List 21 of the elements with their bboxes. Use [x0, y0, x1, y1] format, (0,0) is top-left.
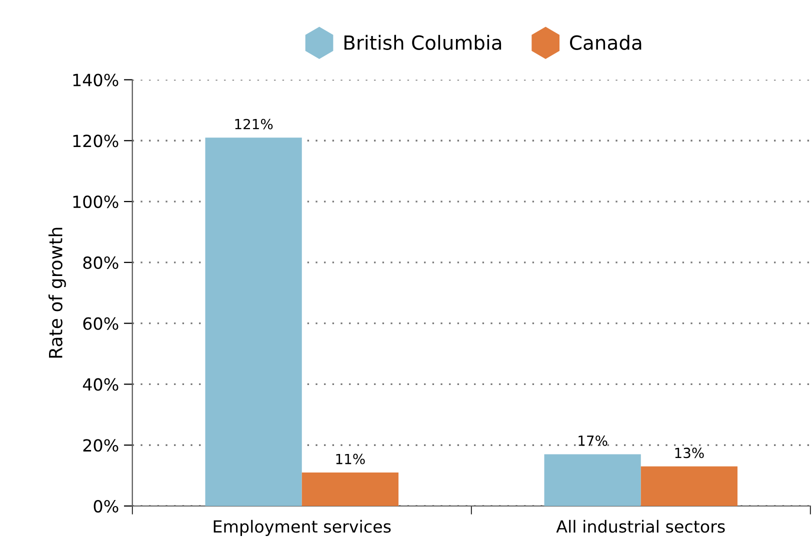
y-axis-title: Rate of growth — [48, 228, 66, 358]
x-tick-label: Employment services — [214, 520, 391, 536]
data-label: 17% — [578, 435, 608, 446]
y-tick-label: 120% — [73, 134, 118, 148]
bar — [205, 138, 302, 506]
y-tick-label: 40% — [82, 378, 118, 391]
legend-label: British Columbia — [344, 34, 502, 50]
legend-label: Canada — [570, 34, 642, 50]
y-tick-label: 0% — [94, 500, 118, 513]
y-tick-label: 80% — [83, 256, 118, 269]
y-tick-label: 100% — [73, 196, 118, 208]
y-tick-label: 60% — [83, 317, 118, 330]
data-label: 13% — [675, 448, 704, 458]
y-tick-label: 20% — [83, 439, 118, 452]
x-tick-label: All industrial sectors — [556, 520, 725, 533]
y-tick-label: 140% — [73, 74, 118, 86]
bar — [544, 454, 641, 506]
bar — [640, 466, 738, 506]
bar — [302, 472, 398, 506]
data-label: 11% — [336, 454, 365, 464]
data-label: 121% — [235, 118, 273, 130]
